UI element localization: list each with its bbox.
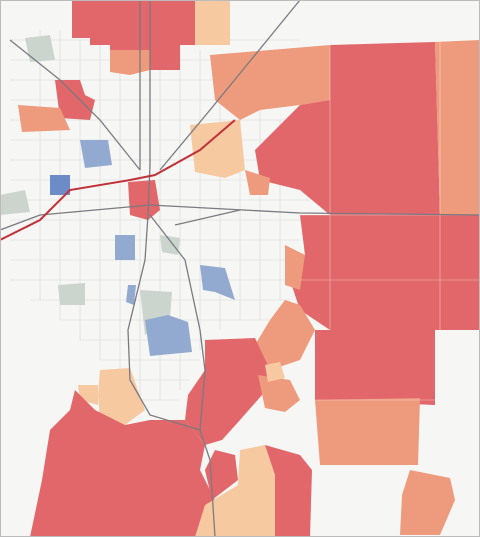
- region: [210, 45, 330, 120]
- road: [174, 209, 241, 226]
- region: [400, 470, 455, 535]
- region: [110, 50, 150, 75]
- region: [160, 235, 180, 255]
- region: [115, 235, 135, 260]
- highway: [0, 119, 236, 241]
- region: [185, 338, 270, 445]
- road: [149, 214, 206, 431]
- region: [265, 445, 312, 537]
- region: [145, 315, 192, 356]
- region: [255, 42, 440, 215]
- region: [55, 80, 95, 120]
- region: [58, 283, 85, 305]
- region: [80, 140, 112, 168]
- region: [50, 175, 70, 195]
- region: [258, 375, 300, 412]
- region: [315, 398, 420, 465]
- region: [290, 215, 480, 330]
- region: [72, 0, 195, 70]
- region: [25, 35, 55, 62]
- region: [205, 450, 238, 500]
- road: [9, 39, 141, 171]
- region: [265, 362, 285, 382]
- region: [200, 265, 235, 300]
- region: [18, 105, 70, 132]
- road: [159, 0, 301, 171]
- region: [195, 445, 275, 537]
- region: [128, 180, 160, 220]
- region: [0, 190, 30, 215]
- tract-borders: [300, 42, 480, 401]
- tract-border: [300, 42, 480, 401]
- region: [245, 170, 270, 195]
- region: [285, 245, 305, 290]
- region: [315, 330, 435, 405]
- region: [98, 368, 145, 425]
- region: [30, 390, 215, 537]
- region: [190, 120, 245, 178]
- road: [0, 204, 480, 231]
- region: [126, 285, 136, 305]
- road: [127, 0, 216, 537]
- region: [435, 40, 480, 215]
- region: [195, 0, 230, 45]
- region: [255, 300, 315, 370]
